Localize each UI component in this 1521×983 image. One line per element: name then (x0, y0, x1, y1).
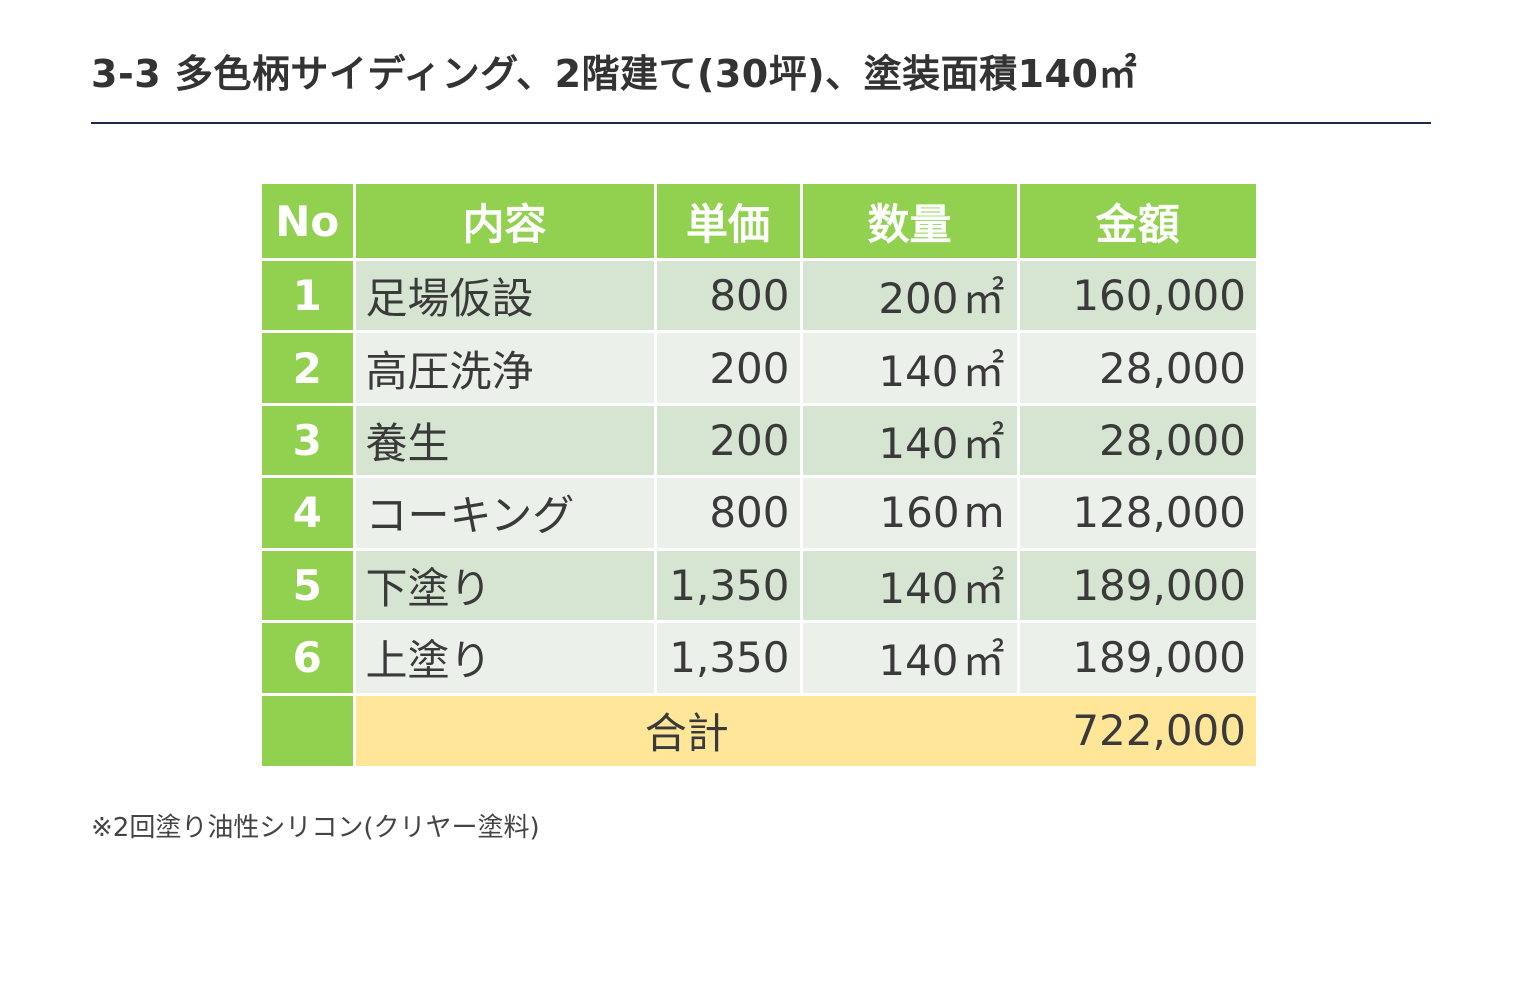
total-row-number-cell (262, 694, 356, 766)
row-quantity: 140㎡ (801, 404, 1020, 479)
row-amount: 28,000 (1018, 331, 1256, 406)
row-description: 養生 (354, 404, 657, 479)
table-row: 1 足場仮設 800 200㎡ 160,000 (262, 259, 1256, 334)
row-description: 高圧洗浄 (354, 331, 657, 406)
total-amount: 722,000 (1018, 694, 1256, 766)
quantity-value: 140 (878, 419, 959, 469)
header-no: No (262, 184, 356, 261)
row-amount: 189,000 (1018, 621, 1256, 696)
row-quantity: 160m (801, 476, 1020, 551)
quantity-value: 200 (878, 274, 959, 324)
quantity-value: 140 (878, 636, 959, 686)
table-header-row: No 内容 単価 数量 金額 (262, 184, 1256, 261)
footnote: ※2回塗り油性シリコン(クリヤー塗料) (91, 813, 540, 843)
row-unit-price: 200 (655, 404, 803, 479)
row-description: 足場仮設 (354, 259, 657, 334)
row-number: 3 (262, 404, 356, 479)
row-unit-price: 800 (655, 259, 803, 334)
row-number: 5 (262, 549, 356, 624)
table-row: 3 養生 200 140㎡ 28,000 (262, 404, 1256, 479)
row-number: 6 (262, 621, 356, 696)
table-row: 4 コーキング 800 160m 128,000 (262, 476, 1256, 551)
row-description: コーキング (354, 476, 657, 551)
row-unit-price: 800 (655, 476, 803, 551)
table-row: 6 上塗り 1,350 140㎡ 189,000 (262, 621, 1256, 696)
row-number: 1 (262, 259, 356, 334)
header-amount: 金額 (1018, 184, 1256, 261)
quantity-unit: m (963, 488, 1005, 538)
header-quantity: 数量 (801, 184, 1020, 261)
row-unit-price: 200 (655, 331, 803, 406)
title-divider (91, 122, 1431, 124)
row-amount: 28,000 (1018, 404, 1256, 479)
quantity-value: 140 (878, 563, 959, 613)
row-quantity: 140㎡ (801, 549, 1020, 624)
quantity-value: 160 (879, 488, 960, 538)
row-unit-price: 1,350 (655, 549, 803, 624)
row-quantity: 200㎡ (801, 259, 1020, 334)
row-number: 2 (262, 331, 356, 406)
quantity-unit: ㎡ (962, 563, 1005, 613)
table-row: 2 高圧洗浄 200 140㎡ 28,000 (262, 331, 1256, 406)
section-title: 3-3 多色柄サイディング、2階建て(30坪)、塗装面積140㎡ (91, 52, 1137, 96)
row-amount: 128,000 (1018, 476, 1256, 551)
row-description: 上塗り (354, 621, 657, 696)
total-label: 合計 (354, 694, 1018, 766)
quantity-unit: ㎡ (962, 419, 1005, 469)
row-description: 下塗り (354, 549, 657, 624)
total-row: 合計 722,000 (262, 694, 1256, 766)
header-description: 内容 (354, 184, 657, 261)
quantity-unit: ㎡ (962, 636, 1005, 686)
estimate-table: No 内容 単価 数量 金額 1 足場仮設 800 200㎡ 160,000 2… (262, 184, 1256, 766)
row-number: 4 (262, 476, 356, 551)
row-amount: 189,000 (1018, 549, 1256, 624)
row-amount: 160,000 (1018, 259, 1256, 334)
row-quantity: 140㎡ (801, 331, 1020, 406)
header-unit-price: 単価 (655, 184, 803, 261)
row-unit-price: 1,350 (655, 621, 803, 696)
row-quantity: 140㎡ (801, 621, 1020, 696)
quantity-value: 140 (878, 346, 959, 396)
table-row: 5 下塗り 1,350 140㎡ 189,000 (262, 549, 1256, 624)
quantity-unit: ㎡ (962, 346, 1005, 396)
quantity-unit: ㎡ (962, 274, 1005, 324)
